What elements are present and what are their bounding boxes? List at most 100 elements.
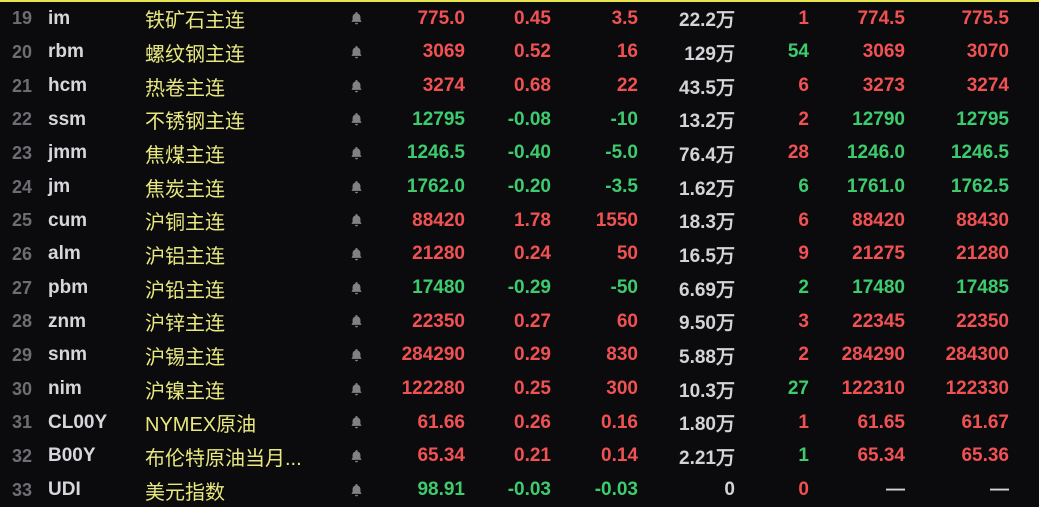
bid-price: 17480 — [852, 277, 905, 299]
current-lots: 2 — [798, 344, 809, 366]
last-price: 22350 — [412, 310, 465, 332]
alert-bell-button[interactable] — [341, 347, 371, 364]
quote-row-alm[interactable]: 26 alm 沪铝主连 21280 0.24 50 16.5万 9 21275 21280 — [0, 238, 1009, 272]
quote-row-snm[interactable]: 29 snm 沪锡主连 284290 0.29 830 5.88万 2 284290 284300 — [0, 339, 1009, 373]
row-number: 27 — [12, 277, 33, 298]
total-volume: 18.3万 — [679, 212, 735, 234]
quote-row-rbm[interactable]: 20 rbm 螺纹钢主连 3069 0.52 16 129万 54 3069 3070 — [0, 36, 1009, 70]
bid-price: 284290 — [841, 344, 905, 366]
symbol-code: hcm — [48, 75, 88, 97]
alert-bell-icon — [351, 12, 361, 25]
alert-bell-button[interactable] — [341, 246, 371, 263]
instrument-name: 不锈钢主连 — [145, 111, 245, 134]
instrument-name: 沪锌主连 — [145, 313, 225, 336]
current-lots: 1 — [798, 7, 809, 29]
current-lots: 1 — [798, 445, 809, 467]
total-volume: 0 — [724, 479, 735, 501]
quote-table-body: 19 im 铁矿石主连 775.0 0.45 3.5 22.2万 1 774.5 775.5 20 r… — [0, 2, 1009, 507]
last-price: 3069 — [422, 41, 465, 63]
change-value: 3.5 — [611, 7, 638, 29]
symbol-code: B00Y — [48, 445, 96, 467]
row-number: 19 — [12, 8, 33, 29]
alert-bell-button[interactable] — [341, 482, 371, 499]
quote-row-jmm[interactable]: 23 jmm 焦煤主连 1246.5 -0.40 -5.0 76.4万 28 1246.0 124… — [0, 137, 1009, 171]
quote-row-znm[interactable]: 28 znm 沪锌主连 22350 0.27 60 9.50万 3 22345 22350 — [0, 305, 1009, 339]
total-volume: 22.2万 — [679, 10, 735, 32]
change-value: -10 — [610, 108, 638, 130]
quote-row-CL00Y[interactable]: 31 CL00Y NYMEX原油 61.66 0.26 0.16 1.80万 1 61.65 61… — [0, 406, 1009, 440]
current-lots: 2 — [798, 277, 809, 299]
alert-bell-button[interactable] — [341, 111, 371, 128]
alert-bell-button[interactable] — [341, 78, 371, 95]
alert-bell-button[interactable] — [341, 280, 371, 297]
quote-row-hcm[interactable]: 21 hcm 热卷主连 3274 0.68 22 43.5万 6 3273 3274 — [0, 69, 1009, 103]
symbol-code: jmm — [48, 142, 88, 164]
last-price: 12795 — [412, 108, 465, 130]
alert-bell-button[interactable] — [341, 313, 371, 330]
bid-price: 3273 — [862, 75, 905, 97]
bid-price: 3069 — [862, 41, 905, 63]
change-percent: -0.40 — [507, 142, 551, 164]
quote-row-cum[interactable]: 25 cum 沪铜主连 88420 1.78 1550 18.3万 6 88420 88430 — [0, 204, 1009, 238]
symbol-code: alm — [48, 243, 81, 265]
total-volume: 13.2万 — [679, 111, 735, 133]
change-value: 300 — [606, 378, 638, 400]
bid-price: — — [886, 479, 905, 501]
row-number: 24 — [12, 176, 33, 197]
change-value: 60 — [616, 310, 638, 332]
change-percent: -0.08 — [507, 108, 551, 130]
symbol-code: nim — [48, 378, 82, 400]
alert-bell-icon — [351, 348, 361, 362]
instrument-name: 焦炭主连 — [145, 178, 225, 201]
last-price: 65.34 — [417, 445, 465, 467]
quote-row-B00Y[interactable]: 32 B00Y 布伦特原油当月... 65.34 0.21 0.14 2.21万 1 65.34… — [0, 440, 1009, 474]
last-price: 1246.5 — [406, 142, 465, 164]
current-lots: 3 — [798, 310, 809, 332]
current-lots: 6 — [798, 209, 809, 231]
quote-row-nim[interactable]: 30 nim 沪镍主连 122280 0.25 300 10.3万 27 122310 12233… — [0, 372, 1009, 406]
change-percent: 0.29 — [514, 344, 551, 366]
symbol-code: pbm — [48, 277, 89, 299]
quote-row-im[interactable]: 19 im 铁矿石主连 775.0 0.45 3.5 22.2万 1 774.5 775.5 — [0, 2, 1009, 36]
symbol-code: znm — [48, 310, 86, 332]
alert-bell-button[interactable] — [341, 212, 371, 229]
row-number: 30 — [12, 378, 33, 399]
alert-bell-button[interactable] — [341, 44, 371, 61]
last-price: 21280 — [412, 243, 465, 265]
current-lots: 28 — [787, 142, 809, 164]
alert-bell-icon — [351, 382, 361, 395]
row-number: 31 — [12, 412, 33, 433]
bid-price: 1246.0 — [846, 142, 905, 164]
bid-price: 1761.0 — [846, 176, 905, 198]
quote-row-jm[interactable]: 24 jm 焦炭主连 1762.0 -0.20 -3.5 1.62万 6 1761.0 1762.… — [0, 170, 1009, 204]
ask-price: 3070 — [966, 41, 1009, 63]
last-price: 1762.0 — [406, 176, 465, 198]
alert-bell-button[interactable] — [341, 414, 371, 431]
total-volume: 5.88万 — [679, 346, 735, 368]
total-volume: 1.62万 — [679, 178, 735, 200]
total-volume: 16.5万 — [679, 245, 735, 267]
alert-bell-button[interactable] — [341, 179, 371, 196]
symbol-code: jm — [48, 176, 71, 198]
instrument-name: 螺纹钢主连 — [145, 43, 245, 66]
quote-row-UDI[interactable]: 33 UDI 美元指数 98.91 -0.03 -0.03 0 0 — — — [0, 473, 1009, 507]
symbol-code: ssm — [48, 108, 87, 130]
last-price: 17480 — [412, 277, 465, 299]
total-volume: 1.80万 — [679, 414, 735, 436]
change-value: -50 — [610, 277, 638, 299]
alert-bell-button[interactable] — [341, 145, 371, 162]
instrument-name: 沪锡主连 — [145, 346, 225, 369]
last-price: 98.91 — [417, 479, 465, 501]
quote-row-ssm[interactable]: 22 ssm 不锈钢主连 12795 -0.08 -10 13.2万 2 12790 12795 — [0, 103, 1009, 137]
alert-bell-icon — [351, 146, 361, 160]
alert-bell-button[interactable] — [341, 448, 371, 465]
quote-row-pbm[interactable]: 27 pbm 沪铅主连 17480 -0.29 -50 6.69万 2 17480 17485 — [0, 271, 1009, 305]
ask-price: 284300 — [945, 344, 1009, 366]
alert-bell-icon — [351, 483, 361, 496]
ask-price: 61.67 — [961, 411, 1009, 433]
row-number: 22 — [12, 109, 33, 130]
alert-bell-button[interactable] — [341, 381, 371, 398]
alert-bell-button[interactable] — [341, 10, 371, 27]
instrument-name: 布伦特原油当月... — [145, 447, 302, 470]
